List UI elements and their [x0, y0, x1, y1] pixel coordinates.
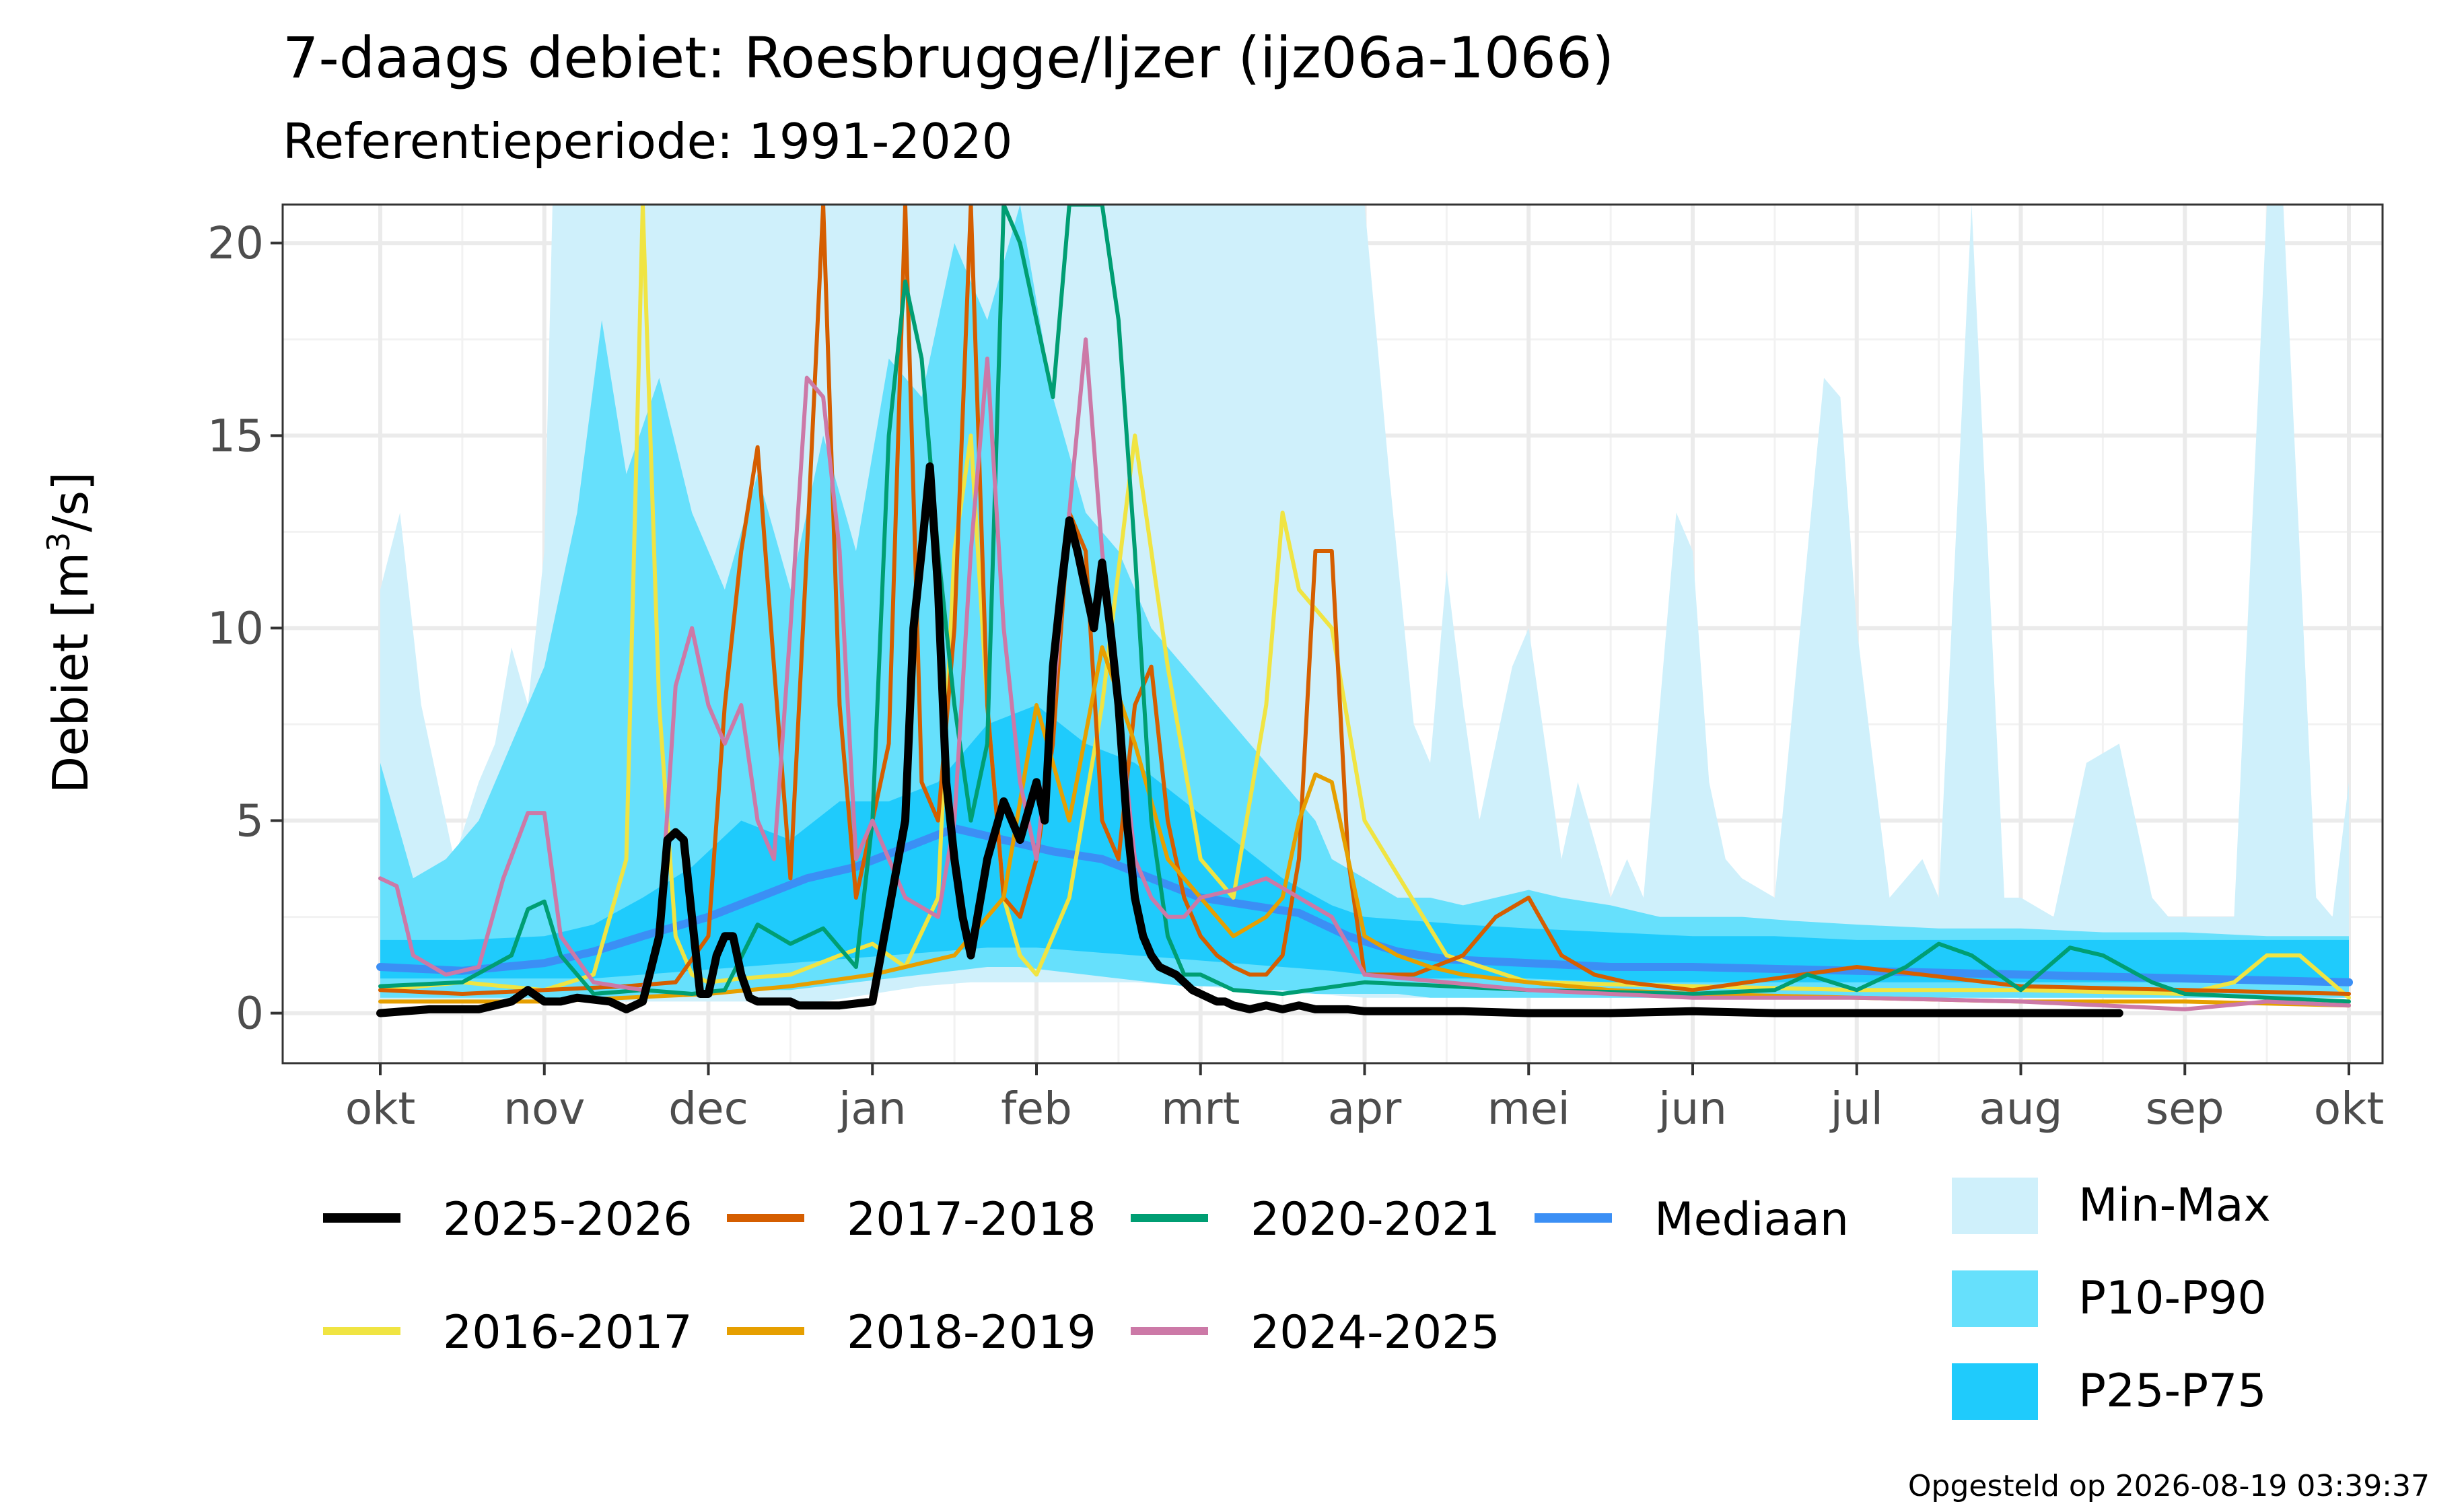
x-tick-label: feb — [1001, 1083, 1072, 1135]
x-tick-label: aug — [1979, 1083, 2062, 1135]
x-tick-label: dec — [668, 1083, 748, 1135]
legend-label: 2018-2019 — [847, 1306, 1096, 1359]
legend-key-p10-p90 — [1952, 1270, 2038, 1327]
series-layer — [376, 205, 2353, 1017]
plot-border — [281, 203, 2384, 1065]
series-2025-2026 — [376, 462, 2123, 1017]
x-tick-label: okt — [2314, 1083, 2384, 1135]
legend-label: 2016-2017 — [443, 1306, 693, 1359]
legend-label: Mediaan — [1654, 1193, 1849, 1246]
chart-subtitle: Referentieperiode: 1991-2020 — [283, 113, 1012, 170]
legend-label: 2017-2018 — [847, 1193, 1096, 1246]
x-tick-label: jul — [1829, 1083, 1883, 1135]
x-axis: okt nov dec jan feb mrt apr mei jun jul aug sep okt — [345, 1063, 2384, 1135]
legend-label: P10-P90 — [2078, 1272, 2267, 1325]
x-tick-label: mei — [1487, 1083, 1570, 1135]
legend-key-p25-p75 — [1952, 1363, 2038, 1420]
chart-title: 7-daags debiet: Roesbrugge/Ijzer (ijz06a… — [283, 25, 1614, 91]
y-axis: 0 5 10 15 20 — [207, 217, 283, 1040]
legend-key-min-max — [1952, 1178, 2038, 1234]
legend-label: 2025-2026 — [443, 1193, 693, 1246]
series-2024-2025 — [378, 337, 2351, 1011]
y-tick-label: 0 — [236, 988, 264, 1040]
legend: 2025-2026 2017-2018 2020-2021 Mediaan 2016-2… — [323, 1178, 2271, 1420]
y-tick-label: 20 — [207, 217, 264, 269]
y-axis-label: Debiet [m3/s] — [40, 472, 99, 793]
y-tick-label: 5 — [236, 795, 264, 847]
legend-label: 2024-2025 — [1251, 1306, 1500, 1359]
x-tick-label: nov — [503, 1083, 585, 1135]
band-p25-p75 — [380, 705, 2349, 982]
y-tick-label: 15 — [207, 410, 264, 462]
x-tick-label: mrt — [1161, 1083, 1240, 1135]
series-2020-2021 — [378, 205, 2351, 1004]
footer-timestamp: Opgesteld op 2026-08-19 03:39:37 — [1908, 1469, 2430, 1503]
legend-label: Min-Max — [2078, 1179, 2271, 1232]
x-tick-label: sep — [2146, 1083, 2224, 1135]
x-tick-label: jun — [1657, 1083, 1727, 1135]
x-tick-label: apr — [1328, 1083, 1402, 1135]
x-tick-label: jan — [837, 1083, 907, 1135]
legend-label: P25-P75 — [2078, 1365, 2267, 1418]
y-tick-label: 10 — [207, 602, 264, 654]
series-2016-2017 — [378, 205, 2351, 1000]
legend-label: 2020-2021 — [1251, 1193, 1500, 1246]
x-tick-label: okt — [345, 1083, 415, 1135]
